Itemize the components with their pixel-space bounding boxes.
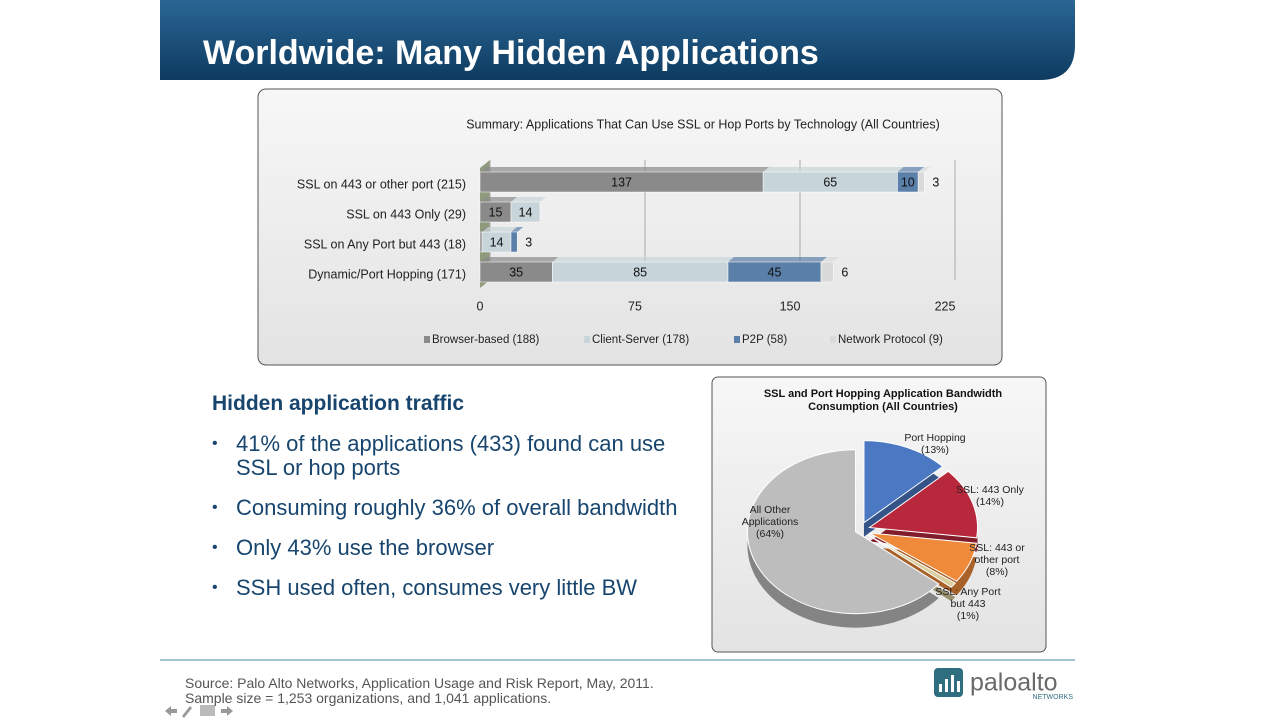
source-line: Sample size = 1,253 organizations, and 1… <box>185 690 552 706</box>
chart-title: Summary: Applications That Can Use SSL o… <box>466 117 940 131</box>
data-label: 14 <box>519 205 533 219</box>
logo-sub: NETWORKS <box>1033 694 1074 701</box>
bar-top <box>918 167 931 172</box>
data-label: 14 <box>490 235 504 249</box>
bar-top <box>897 167 925 172</box>
data-label: 65 <box>823 175 837 189</box>
legend-swatch <box>584 336 590 343</box>
x-tick-label: 225 <box>935 299 956 313</box>
legend-label: Client-Server (178) <box>592 334 689 346</box>
logo-icon <box>934 668 963 697</box>
slide-title: Worldwide: Many Hidden Applications <box>203 34 819 72</box>
category-label: SSL on 443 Only (29) <box>346 207 466 221</box>
slice-label: All Other Applications (64%) <box>730 504 810 540</box>
source-note: Source: Palo Alto Networks, Application … <box>185 676 654 706</box>
bar-top <box>511 197 546 202</box>
legend-swatch <box>734 336 740 343</box>
bar-segment <box>820 261 834 283</box>
bar-top <box>480 167 770 172</box>
bar-top <box>511 227 524 232</box>
category-label: SSL on Any Port but 443 (18) <box>304 237 466 251</box>
bullet: Only 43% use the browser <box>212 536 682 561</box>
bar-top <box>480 257 559 262</box>
x-tick-label: 0 <box>477 299 484 313</box>
slice <box>867 534 957 588</box>
legend-label: P2P (58) <box>742 334 787 346</box>
bullet: SSH used often, consumes very little BW <box>212 576 682 601</box>
slice-value: (64%) <box>755 528 784 540</box>
data-label: 6 <box>841 265 848 279</box>
data-label: 85 <box>633 265 647 279</box>
slice-value: (1%) <box>956 610 980 622</box>
header-band <box>160 0 1075 80</box>
data-label: 35 <box>509 265 523 279</box>
section-heading: Hidden application traffic <box>212 392 465 415</box>
source-line: Source: Palo Alto Networks, Application … <box>185 675 654 691</box>
x-tick-label: 75 <box>628 299 642 313</box>
data-label: 3 <box>932 175 939 189</box>
slice-category: SSL: 443 Only <box>956 484 1024 496</box>
slice-value: (14%) <box>975 496 1004 508</box>
bullet: Consuming roughly 36% of overall bandwid… <box>212 496 682 521</box>
legend-swatch <box>424 336 430 343</box>
slice <box>863 440 944 524</box>
bar-top <box>763 167 904 172</box>
bar-segment <box>917 171 925 193</box>
category-label: SSL on 443 or other port (215) <box>297 177 466 191</box>
bar-chart-frame <box>257 88 1003 366</box>
slice-category: Port Hopping <box>904 432 966 444</box>
slice-label: Port Hopping (13%) <box>895 432 975 456</box>
data-label: 45 <box>768 265 782 279</box>
legend-label: Browser-based (188) <box>432 334 540 346</box>
data-label: 137 <box>611 175 632 189</box>
bullet: 41% of the applications (433) found can … <box>212 432 682 480</box>
x-tick-label: 150 <box>780 299 801 313</box>
category-label: Dynamic/Port Hopping (171) <box>308 267 466 281</box>
nav-icons[interactable] <box>165 705 233 718</box>
legend-label: Network Protocol (9) <box>838 334 943 346</box>
bar-top <box>482 227 517 232</box>
legend-swatch <box>830 336 836 343</box>
bar-top <box>821 257 840 262</box>
slice-label: SSL: 443 Only (14%) <box>950 484 1030 508</box>
slice <box>746 449 940 615</box>
slice-value: (13%) <box>920 444 949 456</box>
slice-category: SSL: Any Port but 443 <box>935 586 1001 610</box>
bar-segment <box>479 231 483 253</box>
logo-name: paloalto <box>970 669 1058 697</box>
bullet-list: 41% of the applications (433) found can … <box>212 432 682 616</box>
slice-category: All Other Applications <box>741 504 799 528</box>
data-label: 10 <box>901 175 915 189</box>
data-label: 15 <box>489 205 503 219</box>
bar-top <box>480 227 489 232</box>
bar-top <box>552 257 734 262</box>
bar-top <box>480 197 517 202</box>
pie-title: SSL and Port Hopping Application Bandwid… <box>763 388 1003 413</box>
bar-segment <box>510 231 518 253</box>
bar-top <box>728 257 827 262</box>
slice-label: SSL: Any Port but 443 (1%) <box>928 586 1008 622</box>
data-label: 3 <box>525 235 532 249</box>
slice <box>869 532 978 582</box>
slice <box>868 470 978 539</box>
slice-value: (8%) <box>985 566 1009 578</box>
slice-label: SSL: 443 or other port (8%) <box>957 542 1037 578</box>
bar-segment <box>510 201 541 223</box>
slice-category: SSL: 443 or other port <box>969 542 1025 566</box>
